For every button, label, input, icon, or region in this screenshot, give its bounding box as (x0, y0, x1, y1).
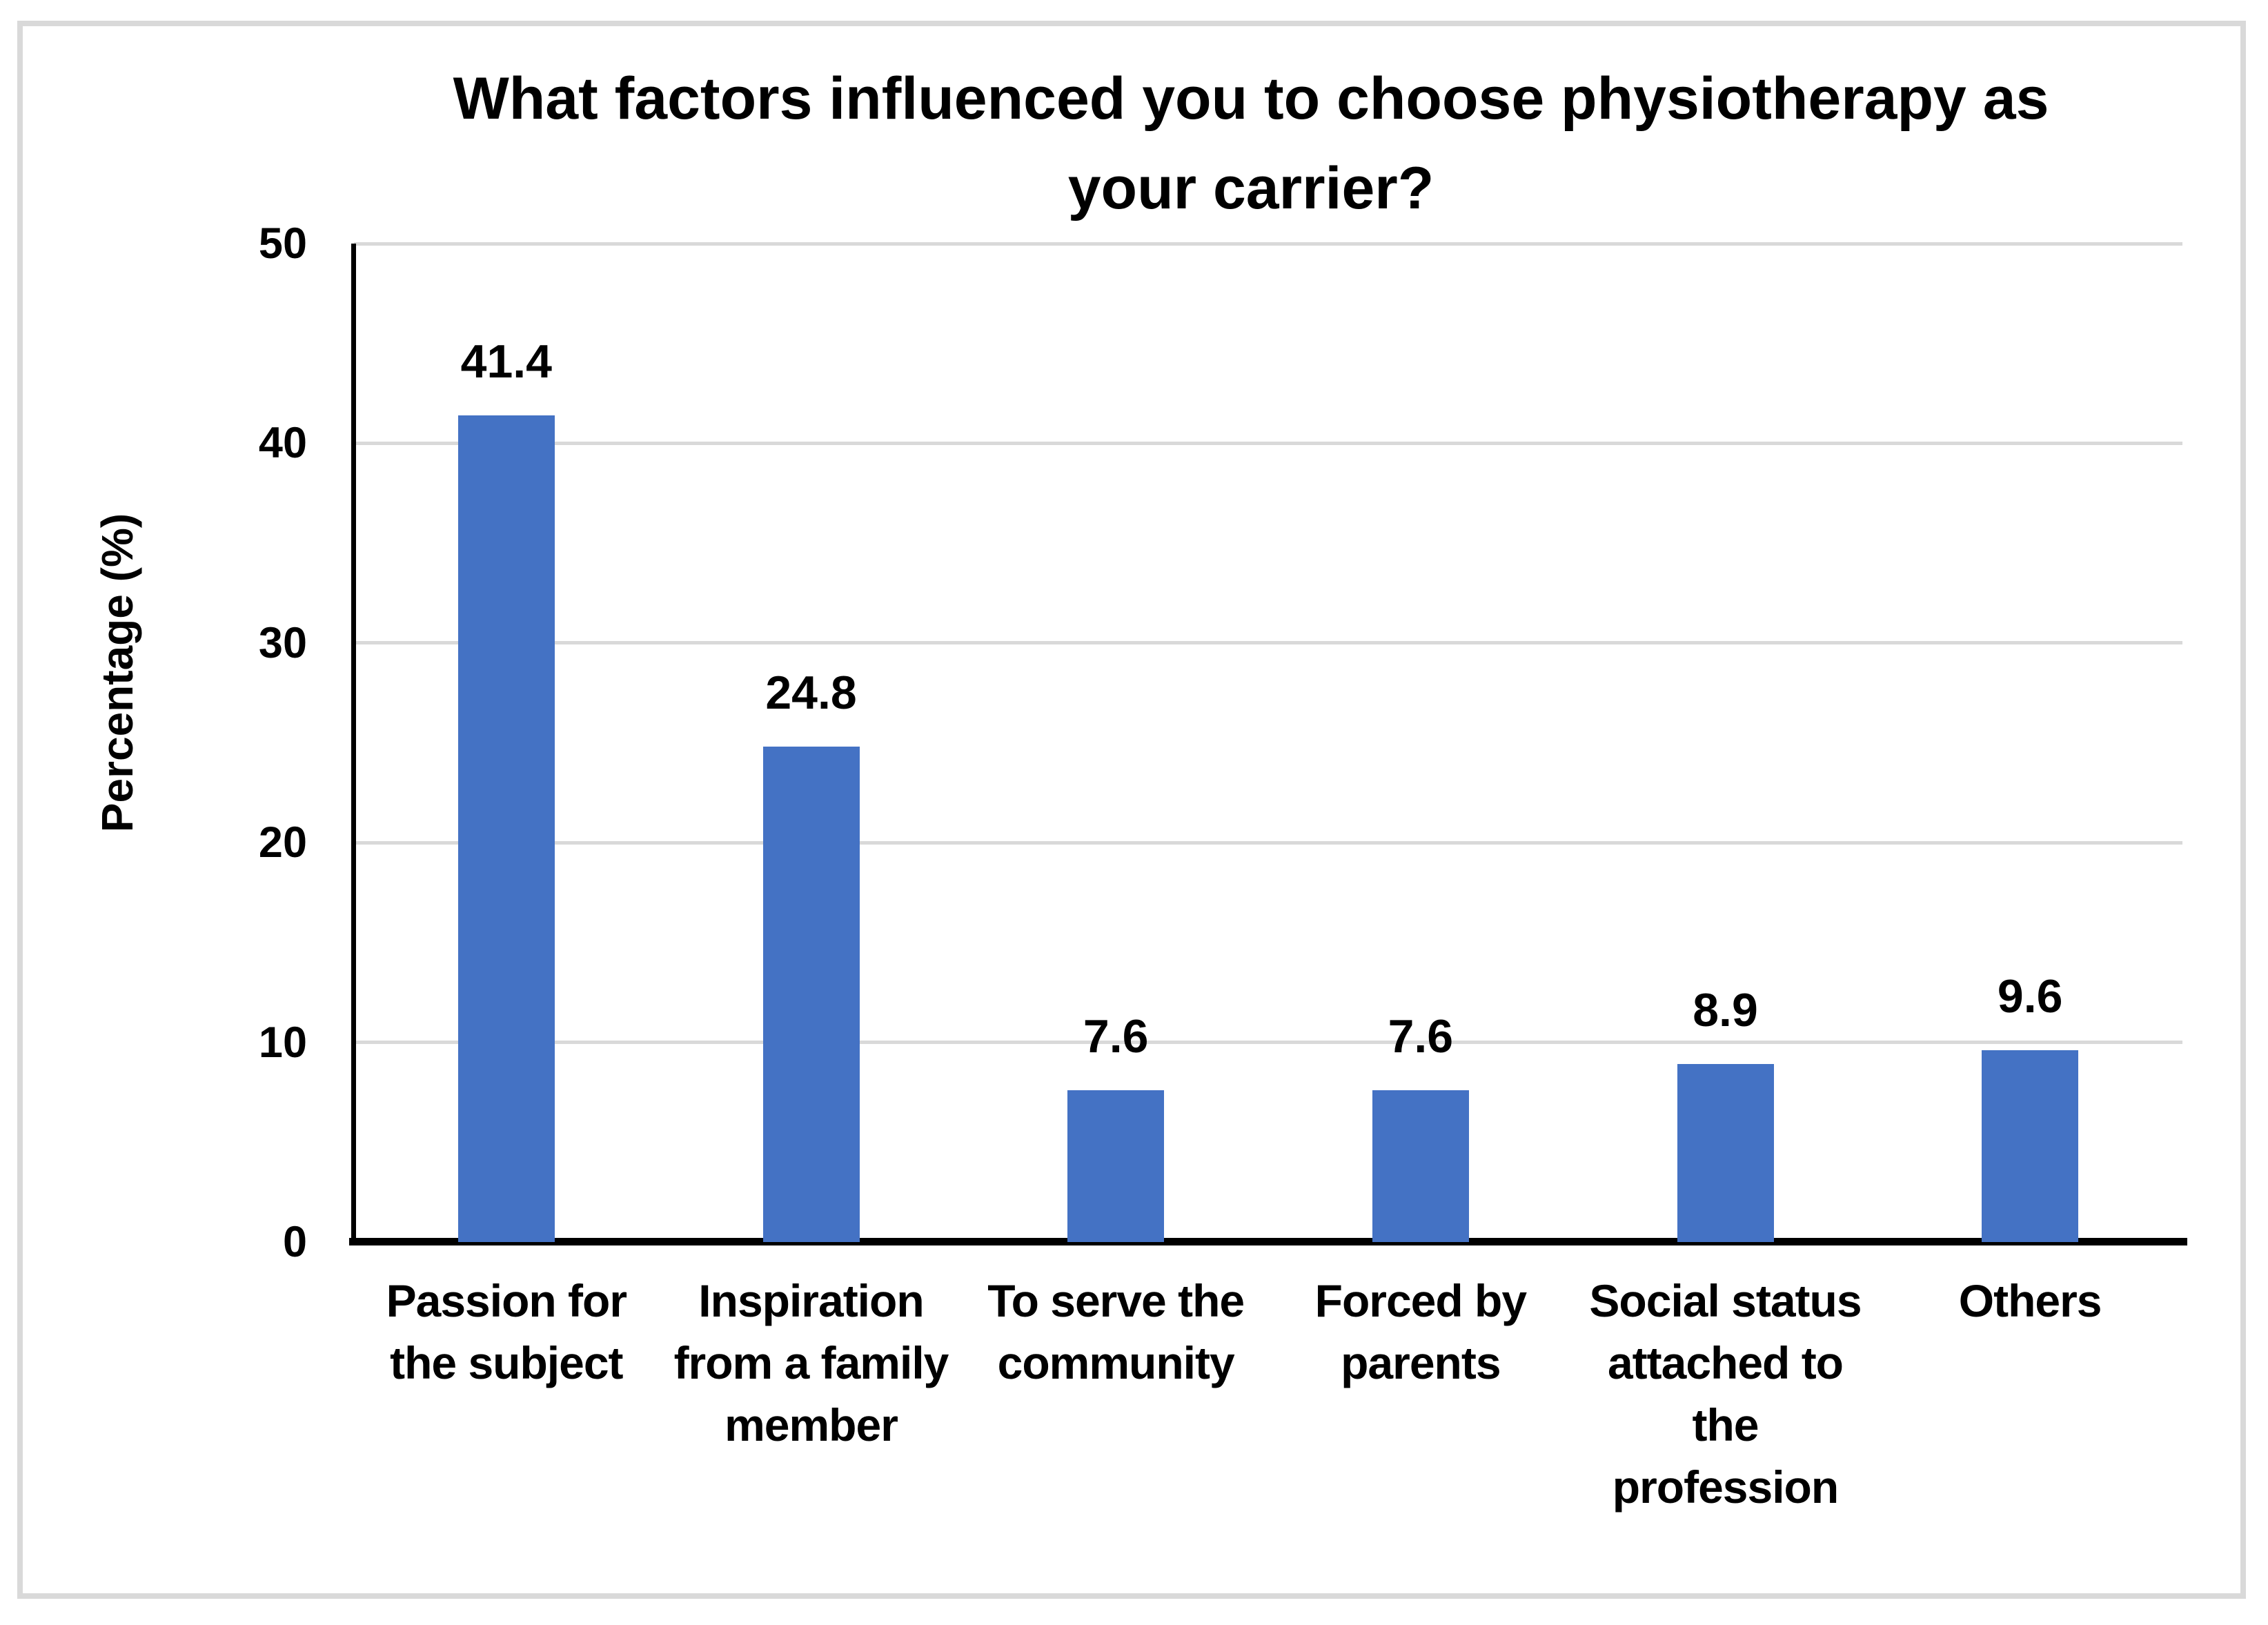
bar-5 (1677, 1064, 1774, 1242)
plot-area: 41.4 24.8 7.6 7.6 8.9 9.6 (349, 242, 2187, 1245)
bar-value-label-2: 24.8 (765, 667, 857, 720)
x-category-label-5: Social status attached to the profession (1589, 1275, 1862, 1513)
x-category-label-3: To serve the community (987, 1275, 1245, 1388)
bar-value-label-4: 7.6 (1388, 1010, 1454, 1063)
bar-value-label-1: 41.4 (460, 335, 552, 388)
bar-value-label-5: 8.9 (1693, 984, 1758, 1037)
bar-value-label-6: 9.6 (1997, 970, 2063, 1023)
x-category-label-4: Forced by parents (1314, 1275, 1527, 1388)
y-tick-label-40: 40 (258, 419, 307, 468)
bar-1 (457, 415, 555, 1242)
x-category-label-6: Others (1958, 1275, 2102, 1326)
gridline-10 (354, 1041, 2182, 1045)
bar-3 (1067, 1090, 1165, 1242)
y-tick-label-30: 30 (258, 618, 307, 667)
gridline-30 (354, 641, 2182, 645)
bar-value-label-3: 7.6 (1083, 1010, 1149, 1063)
y-tick-label-50: 50 (258, 219, 307, 268)
chart-title-line2: your carrier? (1067, 155, 1434, 221)
y-axis-title: Percentage (%) (92, 513, 142, 833)
chart-title: What factors influenced you to choose ph… (319, 54, 2182, 233)
bar-2 (762, 747, 860, 1242)
chart-title-line1: What factors influenced you to choose ph… (453, 66, 2049, 132)
gridline-50 (354, 242, 2182, 246)
bar-6 (1982, 1050, 2079, 1242)
y-tick-label-0: 0 (282, 1218, 307, 1266)
gridline-20 (354, 840, 2182, 845)
bar-4 (1372, 1090, 1469, 1242)
gridline-40 (354, 441, 2182, 445)
y-tick-label-20: 20 (258, 818, 307, 867)
y-axis-line (351, 244, 356, 1245)
x-category-label-2: Inspiration from a family member (673, 1275, 949, 1450)
y-tick-label-10: 10 (258, 1018, 307, 1067)
x-category-label-1: Passion for the subject (386, 1275, 627, 1388)
figure-border (17, 21, 2246, 1599)
x-axis-line (349, 1238, 2187, 1245)
